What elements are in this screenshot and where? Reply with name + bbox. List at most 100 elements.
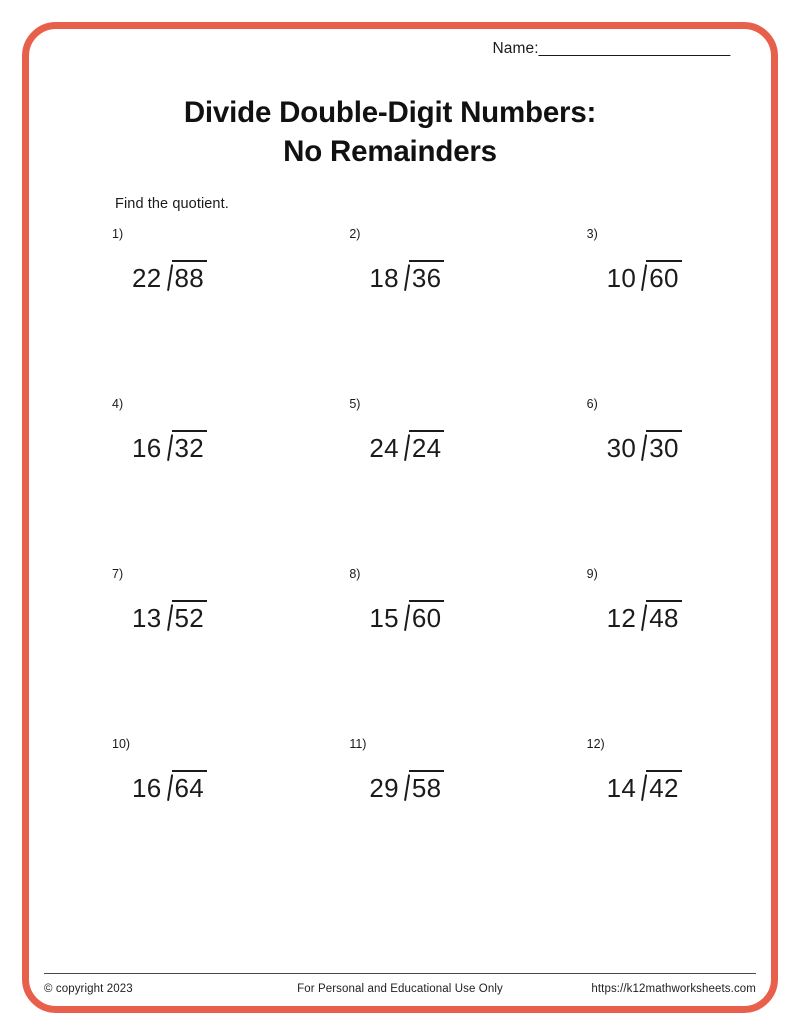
long-division-expression: 14 42 xyxy=(606,770,682,804)
problem-number: 10) xyxy=(112,736,131,751)
page-title: Divide Double-Digit Numbers: No Remainde… xyxy=(44,94,756,172)
problem-item[interactable]: 3) 10 60 xyxy=(519,224,756,394)
dividend-group: 58 xyxy=(408,770,445,801)
problem-number: 12) xyxy=(586,736,605,751)
problem-number: 1) xyxy=(112,226,124,241)
dividend-group: 48 xyxy=(646,600,682,631)
footer-divider xyxy=(44,972,756,974)
problem-number: 5) xyxy=(349,396,361,411)
long-division-bracket-icon xyxy=(637,264,648,292)
dividend-group: 60 xyxy=(408,600,445,634)
long-division-bracket-icon xyxy=(163,774,174,802)
long-division-bracket-icon xyxy=(163,434,174,462)
dividend-group: 60 xyxy=(646,260,682,291)
dividend-value: 32 xyxy=(174,433,205,464)
dividend-value: 24 xyxy=(411,433,442,464)
division-overbar-icon xyxy=(646,600,682,603)
problem-item[interactable]: 10) 16 64 xyxy=(44,734,281,904)
problem-item[interactable]: 5) 24 24 xyxy=(281,394,518,564)
problem-item[interactable]: 8) 15 60 xyxy=(281,564,518,734)
problem-item[interactable]: 9) 12 48 xyxy=(519,564,756,734)
division-overbar-icon xyxy=(646,260,682,263)
long-division-bracket-icon xyxy=(637,604,648,632)
divisor-value: 12 xyxy=(606,603,637,634)
divisor-value: 10 xyxy=(606,263,637,294)
long-division-expression: 22 88 xyxy=(132,260,208,294)
dividend-group: 52 xyxy=(171,600,208,634)
long-division-expression: 30 30 xyxy=(606,430,682,464)
dividend-value: 60 xyxy=(411,603,442,634)
dividend-group: 30 xyxy=(646,430,682,464)
dividend-group: 24 xyxy=(408,430,445,464)
footer-copyright: © copyright 2023 xyxy=(44,983,133,995)
division-overbar-icon xyxy=(171,260,208,263)
problem-number: 3) xyxy=(586,226,598,241)
dividend-group: 32 xyxy=(171,430,208,464)
division-overbar-icon xyxy=(646,770,682,773)
problem-item[interactable]: 4) 16 32 xyxy=(44,394,281,564)
division-overbar-icon xyxy=(408,260,445,263)
dividend-value: 42 xyxy=(649,773,679,804)
divisor-value: 16 xyxy=(132,433,162,464)
divisor-value: 22 xyxy=(132,263,162,294)
division-overbar-icon xyxy=(408,600,445,603)
dividend-value: 30 xyxy=(649,433,679,464)
problem-number: 4) xyxy=(112,396,124,411)
problem-number: 9) xyxy=(586,566,598,581)
long-division-expression: 13 52 xyxy=(132,600,208,634)
long-division-bracket-icon xyxy=(400,434,411,462)
footer-row: © copyright 2023 For Personal and Educat… xyxy=(44,983,756,995)
division-overbar-icon xyxy=(408,770,445,773)
problem-item[interactable]: 6) 30 30 xyxy=(519,394,756,564)
dividend-value: 36 xyxy=(411,263,442,294)
name-field-blank[interactable]: _______________________ xyxy=(538,40,731,57)
footer-url[interactable]: https://k12mathworksheets.com xyxy=(591,983,756,995)
divisor-value: 24 xyxy=(369,433,399,464)
divisor-value: 30 xyxy=(606,433,637,464)
problem-grid: 1) 22 88 2) 18 36 xyxy=(44,224,756,904)
problem-number: 6) xyxy=(586,396,598,411)
divisor-value: 15 xyxy=(369,603,399,634)
name-field[interactable]: Name: _______________________ xyxy=(44,40,756,74)
long-division-expression: 18 36 xyxy=(369,260,445,294)
long-division-expression: 16 64 xyxy=(132,770,208,804)
long-division-bracket-icon xyxy=(637,774,648,802)
page-footer: © copyright 2023 For Personal and Educat… xyxy=(44,972,756,995)
problem-item[interactable]: 12) 14 42 xyxy=(519,734,756,904)
dividend-group: 36 xyxy=(408,260,445,294)
dividend-value: 64 xyxy=(174,773,205,804)
divisor-value: 13 xyxy=(132,603,162,634)
problem-item[interactable]: 1) 22 88 xyxy=(44,224,281,394)
worksheet-content: Name: _______________________ Divide Dou… xyxy=(44,40,756,995)
long-division-expression: 12 48 xyxy=(606,600,682,634)
divisor-value: 16 xyxy=(132,773,162,804)
long-division-bracket-icon xyxy=(163,264,174,292)
problem-item[interactable]: 2) 18 36 xyxy=(281,224,518,394)
page-title-line-2: No Remainders xyxy=(283,134,497,168)
name-field-label: Name: xyxy=(492,40,539,57)
dividend-group: 64 xyxy=(171,770,208,804)
division-overbar-icon xyxy=(171,600,208,603)
division-overbar-icon xyxy=(171,770,208,773)
dividend-value: 88 xyxy=(174,263,205,294)
division-overbar-icon xyxy=(408,430,445,433)
divisor-value: 29 xyxy=(369,773,399,804)
dividend-value: 52 xyxy=(174,603,205,634)
long-division-bracket-icon xyxy=(400,774,411,802)
problem-number: 11) xyxy=(349,736,367,751)
long-division-expression: 24 24 xyxy=(369,430,445,464)
problem-number: 2) xyxy=(349,226,361,241)
long-division-expression: 10 60 xyxy=(606,260,682,294)
page-title-line-1: Divide Double-Digit Numbers: xyxy=(183,96,597,129)
problem-item[interactable]: 7) 13 52 xyxy=(44,564,281,734)
problem-number: 8) xyxy=(349,566,361,581)
instruction-text: Find the quotient. xyxy=(115,195,229,212)
long-division-bracket-icon xyxy=(163,604,174,632)
problem-item[interactable]: 11) 29 58 xyxy=(281,734,518,904)
dividend-group: 42 xyxy=(646,770,682,804)
division-overbar-icon xyxy=(646,430,682,433)
divisor-value: 14 xyxy=(606,773,637,804)
long-division-expression: 16 32 xyxy=(132,430,208,464)
long-division-expression: 15 60 xyxy=(369,600,445,634)
